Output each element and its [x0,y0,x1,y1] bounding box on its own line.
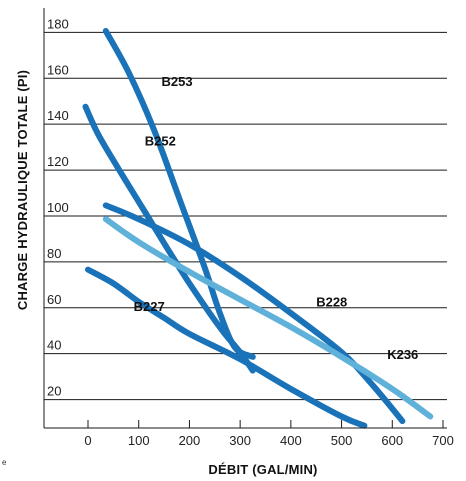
series-label-b227: B227 [134,299,165,314]
series-line-b227 [85,266,368,429]
y-tick-label-20: 20 [47,384,61,399]
y-tick-label-120: 120 [47,154,69,169]
x-tick-label-400: 400 [280,433,302,448]
series-layer [82,28,434,429]
axis-layer: 20 40 60 80 100 120 140 160 180 0 100 200 300 400 500 6… [43,8,454,448]
x-tick-label-100: 100 [128,433,150,448]
x-tick-label-300: 300 [229,433,251,448]
corner-note: e [2,458,7,467]
y-axis-title: CHARGE HYDRAULIQUE TOTALE (PI) [15,70,30,310]
series-line-b228 [102,202,406,425]
y-tick-label-80: 80 [47,246,61,261]
y-tick-label-40: 40 [47,338,61,353]
series-line-k236 [102,216,434,420]
label-layer: B253 B252 B228 K236 B227 [134,74,419,362]
x-tick-label-200: 200 [179,433,201,448]
series-label-b253: B253 [162,74,193,89]
x-axis-title: DÉBIT (GAL/MIN) [208,462,317,477]
grid-layer [44,31,447,401]
y-tick-label-140: 140 [47,108,69,123]
series-label-b228: B228 [316,294,347,309]
y-tick-label-100: 100 [47,200,69,215]
series-label-k236: K236 [387,347,418,362]
x-tick-label-500: 500 [331,433,353,448]
y-tick-label-160: 160 [47,62,69,77]
y-tick-label-180: 180 [47,16,69,31]
x-tick-label-0: 0 [84,433,91,448]
x-tick-label-700: 700 [432,433,454,448]
y-tick-label-60: 60 [47,292,61,307]
x-tick-label-600: 600 [381,433,403,448]
series-label-b252: B252 [145,134,176,149]
